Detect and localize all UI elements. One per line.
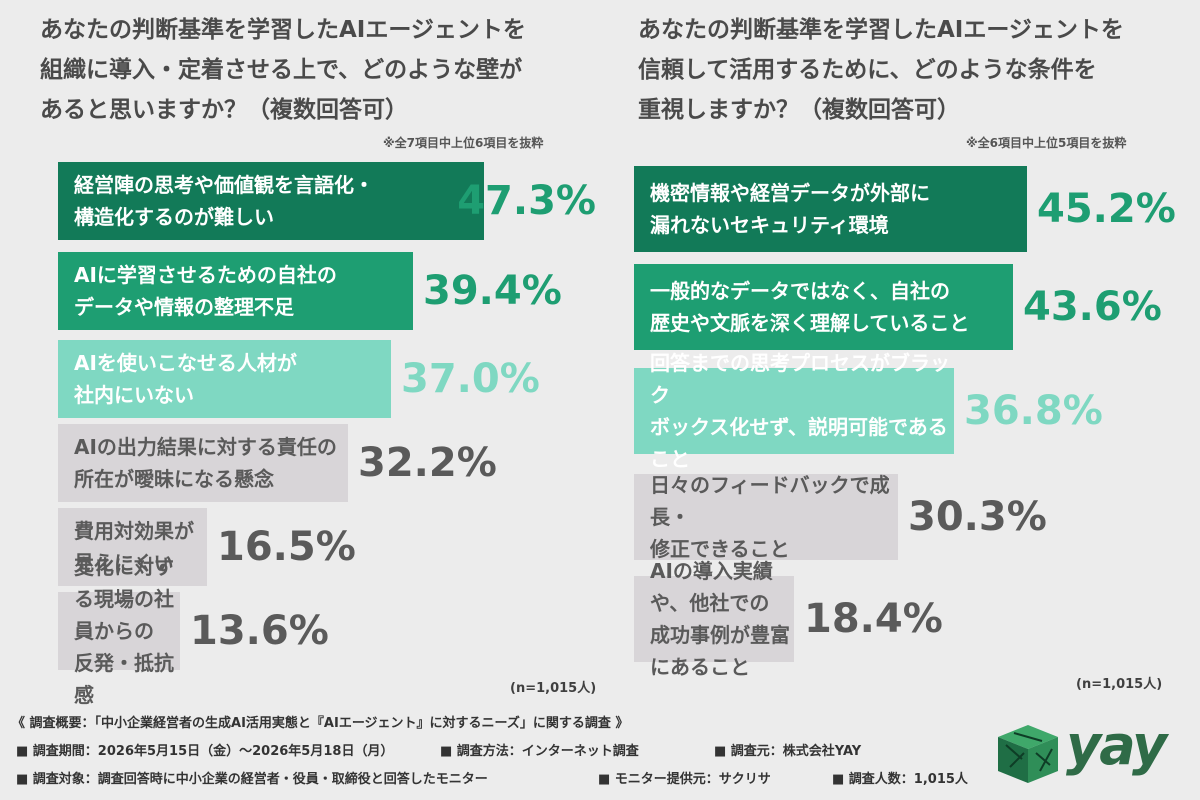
bar-label: 経営陣の思考や価値観を言語化・ 構造化するのが難しい (74, 173, 374, 229)
bar-label: 費用対効果が見えにくい (74, 519, 194, 575)
bar-label: 変化に対する現場の社員からの 反発・抵抗感 (74, 555, 174, 707)
bar-value-label: 36.8% (964, 388, 1103, 434)
bar-label: 日々のフィードバックで成長・ 修正できること (650, 473, 890, 561)
survey-method: ■ 調査方法：インターネット調査 (440, 744, 639, 759)
bar-value-label: 30.3% (908, 494, 1047, 540)
survey-source: ■ 調査元：株式会社YAY (714, 744, 862, 759)
bar-4: AIの出力結果に対する責任の 所在が曖昧になる懸念 (58, 424, 348, 502)
bar-label: 機密情報や経営データが外部に 漏れないセキュリティ環境 (650, 181, 930, 237)
yay-logo-text: yay (1066, 714, 1167, 777)
right-n-note: (n=1,015人) (1076, 677, 1163, 692)
bar-3: 回答までの思考プロセスがブラック ボックス化せず、説明可能であること (634, 351, 954, 471)
bar-6: 変化に対する現場の社員からの 反発・抵抗感 (58, 555, 180, 707)
survey-count: ■ 調査人数：1,015人 (832, 772, 968, 787)
bar-label: AIを使いこなせる人材が 社内にいない (74, 351, 297, 407)
bar-value-label: 18.4% (804, 596, 943, 642)
bar-1: 経営陣の思考や価値観を言語化・ 構造化するのが難しい (58, 162, 484, 240)
cube-logo-icon (996, 723, 1060, 789)
left-chart-title: あなたの判断基準を学習したAIエージェントを 組織に導入・定着させる上で、どのよ… (40, 17, 526, 123)
survey-provider: ■ モニター提供元：サクリサ (598, 772, 771, 787)
bar-value-label: 47.3% (457, 178, 596, 224)
survey-target: ■ 調査対象：調査回答時に中小企業の経営者・役員・取締役と回答したモニター (16, 772, 488, 787)
bar-3: AIを使いこなせる人材が 社内にいない (58, 340, 391, 418)
left-chart-note: ※全7項目中上位6項目を抜粋 (383, 136, 544, 150)
bar-value-label: 43.6% (1023, 284, 1162, 330)
bar-value-label: 13.6% (190, 608, 329, 654)
bar-4: 日々のフィードバックで成長・ 修正できること (634, 473, 898, 561)
bar-label: AIに学習させるための自社の データや情報の整理不足 (74, 263, 337, 319)
survey-footer: 《 調査概要：「中小企業経営者の生成AI活用実態と『AIエージェント』に対するニ… (0, 706, 1200, 800)
bar-2: 一般的なデータではなく、自社の 歴史や文脈を深く理解していること (634, 264, 1013, 350)
bar-value-label: 37.0% (401, 356, 540, 402)
right-chart-title: あなたの判断基準を学習したAIエージェントを 信頼して活用するために、どのような… (638, 17, 1124, 123)
bar-2: AIに学習させるための自社の データや情報の整理不足 (58, 252, 413, 330)
bar-1: 機密情報や経営データが外部に 漏れないセキュリティ環境 (634, 166, 1027, 252)
left-n-note: (n=1,015人) (510, 681, 597, 696)
bar-value-label: 16.5% (217, 524, 356, 570)
bar-value-label: 45.2% (1037, 186, 1176, 232)
bar-label: 回答までの思考プロセスがブラック ボックス化せず、説明可能であること (650, 351, 950, 471)
survey-period: ■ 調査期間：2026年5月15日（金）〜2026年5月18日（月） (16, 744, 394, 759)
bar-label: 一般的なデータではなく、自社の 歴史や文脈を深く理解していること (650, 279, 970, 335)
bar-value-label: 32.2% (358, 440, 497, 486)
bar-5: AIの導入実績や、他社での 成功事例が豊富にあること (634, 559, 794, 679)
bar-value-label: 39.4% (423, 268, 562, 314)
bar-label: AIの出力結果に対する責任の 所在が曖昧になる懸念 (74, 435, 337, 491)
survey-title: 《 調査概要：「中小企業経営者の生成AI活用実態と『AIエージェント』に対するニ… (12, 716, 629, 731)
bar-5: 費用対効果が見えにくい (58, 508, 207, 586)
right-chart-note: ※全6項目中上位5項目を抜粋 (966, 136, 1127, 150)
bar-label: AIの導入実績や、他社での 成功事例が豊富にあること (650, 559, 790, 679)
